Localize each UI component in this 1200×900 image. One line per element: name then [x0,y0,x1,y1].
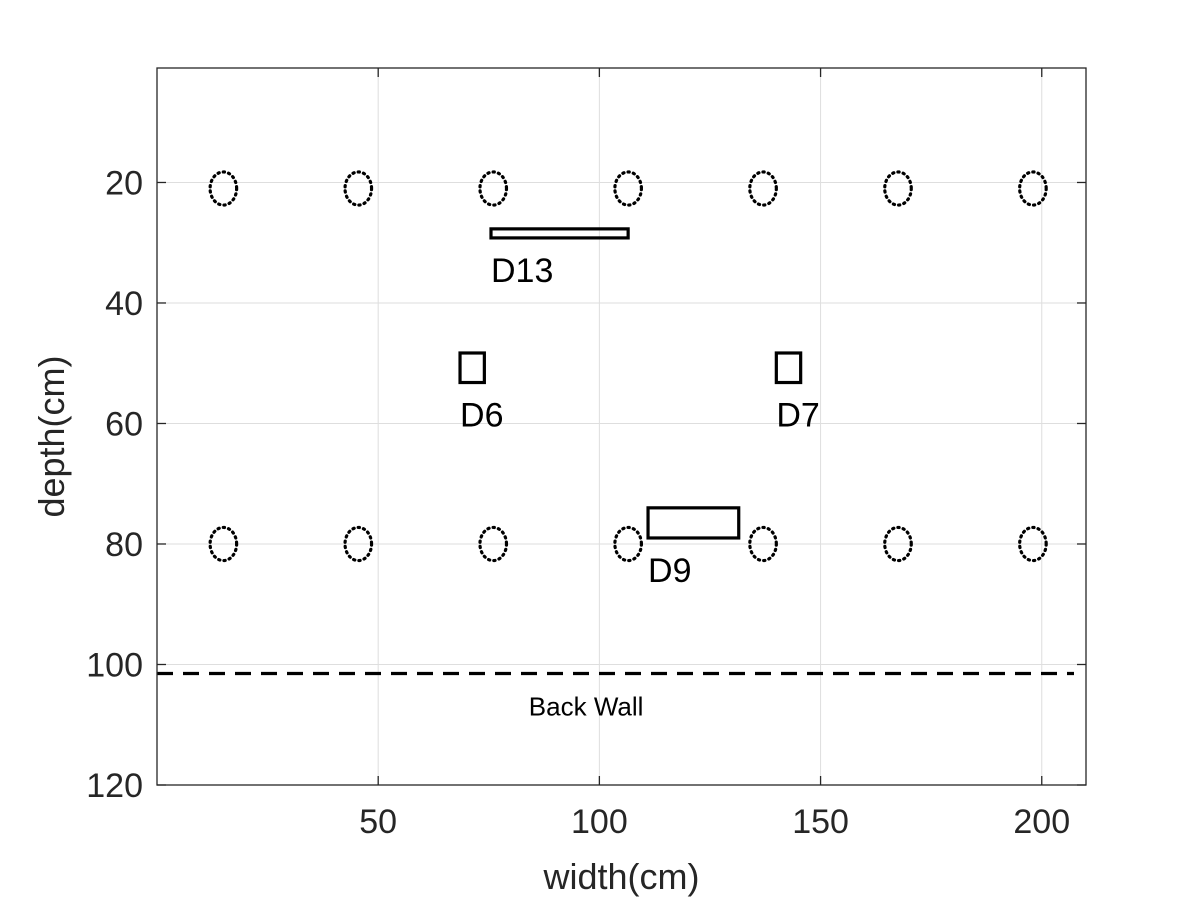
x-tick-label: 50 [359,803,397,841]
rect-marker-d6 [458,351,486,385]
plot-marks: D13 D6 D7 D9 Back Wall [157,170,1074,722]
dotted-ellipse-marker [1018,170,1048,207]
x-tick-label: 200 [1013,803,1070,841]
y-tick-label: 80 [105,526,143,564]
y-tick-label: 20 [105,164,143,202]
dotted-ellipse-marker [343,170,374,207]
dotted-ellipse-marker [208,170,239,207]
back-wall-label: Back Wall [529,692,644,722]
dotted-ellipse-marker [478,525,509,563]
y-tick-label: 40 [105,285,143,323]
dotted-ellipse-marker [343,525,374,563]
dotted-ellipse-marker [1018,525,1048,563]
y-tick-label: 100 [86,646,143,684]
y-tick-label: 60 [105,405,143,443]
rect-marker-d13 [489,227,630,240]
x-axis-label: width(cm) [542,856,699,897]
dotted-ellipse-marker [883,170,913,207]
x-tick-label: 150 [792,803,849,841]
dotted-ellipse-marker [613,170,644,207]
rect-label-d6: D6 [460,397,503,435]
rect-marker-d9 [646,506,741,540]
rect-label-d9: D9 [648,552,691,590]
dotted-ellipse-marker [478,170,509,207]
x-tick-label: 100 [571,803,628,841]
dotted-ellipse-marker [748,525,778,563]
rect-marker-d7 [774,351,803,385]
axes-box [156,67,1087,786]
dotted-ellipse-marker [208,525,239,563]
dotted-ellipse-marker [748,170,778,207]
dotted-ellipse-marker [883,525,913,563]
rect-label-d13: D13 [491,252,553,290]
grid-lines [157,68,1086,785]
y-axis-label: depth(cm) [31,355,72,517]
rect-label-d7: D7 [776,397,819,435]
dotted-ellipse-marker [613,525,644,563]
axis-ticks: 50 100 150 200 20 40 60 80 100 120 [86,68,1086,841]
y-tick-label: 120 [86,767,143,805]
